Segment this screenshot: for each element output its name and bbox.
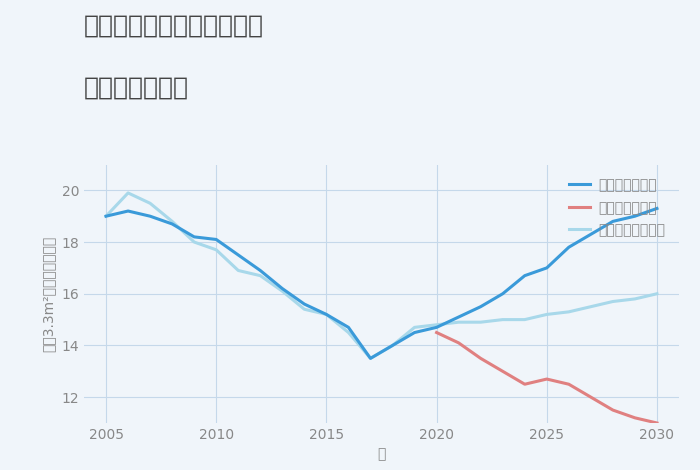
グッドシナリオ [609, 219, 617, 224]
バッドシナリオ [433, 330, 441, 336]
Text: 土地の価格推移: 土地の価格推移 [84, 75, 189, 99]
バッドシナリオ [477, 355, 485, 361]
グッドシナリオ [653, 206, 662, 212]
バッドシナリオ [521, 382, 529, 387]
バッドシナリオ [587, 394, 595, 400]
ノーマルシナリオ [146, 200, 154, 206]
ノーマルシナリオ [631, 296, 639, 302]
Line: グッドシナリオ: グッドシナリオ [106, 209, 657, 358]
ノーマルシナリオ [653, 291, 662, 297]
バッドシナリオ [631, 415, 639, 421]
グッドシナリオ [565, 244, 573, 250]
ノーマルシナリオ [278, 288, 286, 294]
ノーマルシナリオ [454, 320, 463, 325]
ノーマルシナリオ [234, 268, 242, 274]
ノーマルシナリオ [190, 239, 198, 245]
ノーマルシナリオ [102, 213, 110, 219]
グッドシナリオ [389, 343, 397, 348]
ノーマルシナリオ [521, 317, 529, 322]
ノーマルシナリオ [322, 312, 330, 317]
グッドシナリオ [542, 265, 551, 271]
グッドシナリオ [587, 231, 595, 237]
グッドシナリオ [278, 286, 286, 291]
ノーマルシナリオ [168, 219, 176, 224]
Text: 兵庫県豊岡市但東町南尾の: 兵庫県豊岡市但東町南尾の [84, 14, 264, 38]
グッドシナリオ [433, 324, 441, 330]
グッドシナリオ [454, 314, 463, 320]
グッドシナリオ [477, 304, 485, 310]
ノーマルシナリオ [344, 330, 353, 336]
バッドシナリオ [542, 376, 551, 382]
バッドシナリオ [609, 407, 617, 413]
グッドシナリオ [410, 330, 419, 336]
グッドシナリオ [322, 312, 330, 317]
グッドシナリオ [344, 324, 353, 330]
グッドシナリオ [300, 301, 309, 307]
グッドシナリオ [521, 273, 529, 278]
ノーマルシナリオ [498, 317, 507, 322]
バッドシナリオ [498, 368, 507, 374]
ノーマルシナリオ [212, 247, 220, 253]
ノーマルシナリオ [410, 324, 419, 330]
ノーマルシナリオ [565, 309, 573, 315]
バッドシナリオ [454, 340, 463, 346]
グッドシナリオ [190, 234, 198, 240]
ノーマルシナリオ [587, 304, 595, 310]
バッドシナリオ [565, 382, 573, 387]
グッドシナリオ [631, 213, 639, 219]
グッドシナリオ [102, 213, 110, 219]
グッドシナリオ [256, 268, 265, 274]
Line: ノーマルシナリオ: ノーマルシナリオ [106, 193, 657, 358]
ノーマルシナリオ [124, 190, 132, 196]
グッドシナリオ [124, 208, 132, 214]
ノーマルシナリオ [366, 355, 375, 361]
グッドシナリオ [212, 236, 220, 243]
グッドシナリオ [234, 252, 242, 258]
ノーマルシナリオ [542, 312, 551, 317]
グッドシナリオ [168, 221, 176, 227]
バッドシナリオ [653, 420, 662, 426]
Line: バッドシナリオ: バッドシナリオ [437, 333, 657, 423]
Y-axis label: 坪（3.3m²）単価（万円）: 坪（3.3m²）単価（万円） [42, 235, 56, 352]
ノーマルシナリオ [300, 306, 309, 312]
グッドシナリオ [366, 355, 375, 361]
ノーマルシナリオ [389, 343, 397, 348]
ノーマルシナリオ [256, 273, 265, 278]
ノーマルシナリオ [609, 299, 617, 305]
グッドシナリオ [146, 213, 154, 219]
Legend: グッドシナリオ, バッドシナリオ, ノーマルシナリオ: グッドシナリオ, バッドシナリオ, ノーマルシナリオ [562, 172, 672, 244]
グッドシナリオ [498, 291, 507, 297]
ノーマルシナリオ [433, 322, 441, 328]
X-axis label: 年: 年 [377, 447, 386, 462]
ノーマルシナリオ [477, 320, 485, 325]
